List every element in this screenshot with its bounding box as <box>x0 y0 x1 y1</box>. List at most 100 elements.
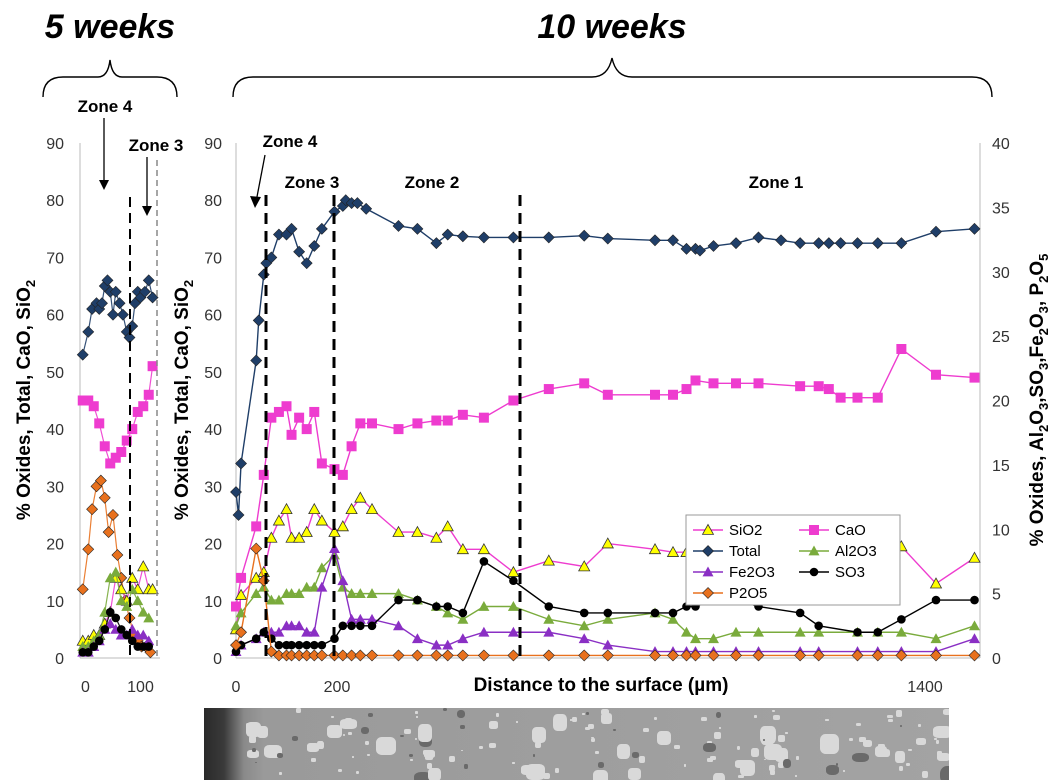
main-point-Total <box>649 234 661 247</box>
small-point-SO3 <box>144 642 154 651</box>
main-point-Total <box>930 225 942 238</box>
micrograph-grain <box>512 761 516 765</box>
main-point-P2O5 <box>649 649 661 662</box>
main-point-Al2O3 <box>813 626 825 637</box>
main-zone2-label: Zone 2 <box>405 173 460 192</box>
main-point-SiO2 <box>354 491 367 503</box>
micrograph-grain <box>763 739 766 742</box>
micrograph-grain <box>713 773 726 780</box>
micrograph-grain <box>940 765 949 780</box>
micrograph-grain <box>795 775 798 777</box>
legend-marker-Al2O3 <box>808 545 820 556</box>
small-point-CaO <box>132 406 143 417</box>
small-point-Total <box>113 297 126 310</box>
micrograph-grain <box>706 741 712 745</box>
micrograph-grain <box>932 725 949 739</box>
micrograph-grain <box>627 768 642 780</box>
main-point-SiO2 <box>477 542 491 555</box>
legend-label-SiO2: SiO2 <box>729 522 762 539</box>
main-point-P2O5 <box>250 542 263 555</box>
main-point-Al2O3 <box>895 626 907 637</box>
micrograph-grain <box>778 735 785 742</box>
micrograph-grain <box>624 753 628 757</box>
main-point-Al2O3 <box>753 626 764 637</box>
main-point-Total <box>871 237 884 250</box>
micrograph-grain <box>585 712 590 716</box>
small-point-Al2O3 <box>132 595 144 606</box>
brace-10-weeks <box>232 57 993 98</box>
micrograph-grain <box>317 740 325 749</box>
main-y-right-tick-10: 10 <box>992 522 1010 539</box>
main-point-SO3 <box>432 602 441 611</box>
small-point-Total <box>82 325 95 338</box>
micrograph-grain <box>796 756 800 760</box>
micrograph-grain <box>862 740 873 747</box>
main-point-CaO <box>508 395 519 406</box>
main-point-Fe2O3 <box>273 626 285 637</box>
micrograph-grain <box>376 736 396 755</box>
main-point-Al2O3 <box>730 626 742 637</box>
micrograph-grain <box>569 718 573 721</box>
main-point-CaO <box>355 418 366 429</box>
micrograph-grain <box>642 727 649 733</box>
micrograph-grain <box>740 760 755 777</box>
main-point-Total <box>441 228 454 241</box>
main-point-Al2O3 <box>578 620 590 631</box>
micrograph-grain <box>761 730 774 746</box>
main-y-right-tick-0: 0 <box>992 651 1001 668</box>
small-point-CaO <box>99 441 110 452</box>
main-y-right-tick-15: 15 <box>992 458 1010 475</box>
main-point-Total <box>667 234 679 247</box>
main-zone3-label: Zone 3 <box>285 173 340 192</box>
main-point-SO3 <box>367 621 377 631</box>
main-point-SiO2 <box>292 531 306 543</box>
main-point-CaO <box>731 378 741 389</box>
small-point-SiO2 <box>146 583 159 595</box>
main-point-Total <box>411 222 424 235</box>
main-point-P2O5 <box>235 626 247 639</box>
main-y-tick-80: 80 <box>204 193 222 210</box>
main-point-P2O5 <box>354 649 367 662</box>
main-point-Al2O3 <box>478 601 490 611</box>
main-point-Al2O3 <box>442 607 454 618</box>
small-point-Total <box>107 308 119 321</box>
small-point-Fe2O3 <box>104 618 116 629</box>
micrograph-grain <box>594 751 599 754</box>
micrograph-grain <box>246 723 252 730</box>
legend: SiO2 CaO Total Al2O3 Fe2O3 SO3 P2O5 <box>685 514 901 606</box>
micrograph-grain <box>426 763 433 769</box>
main-point-Al2O3 <box>708 633 719 644</box>
micrograph-grain <box>414 771 432 780</box>
main-point-CaO <box>236 572 247 583</box>
micrograph-grain <box>778 762 785 769</box>
main-point-P2O5 <box>968 649 981 662</box>
main-point-Total <box>775 234 787 247</box>
micrograph-grain <box>763 758 767 761</box>
micrograph-grain <box>533 734 541 741</box>
micrograph-grain <box>249 736 257 743</box>
main-point-CaO <box>931 369 941 380</box>
main-point-SO3 <box>603 608 613 618</box>
main-point-SO3 <box>294 640 304 650</box>
main-point-Fe2O3 <box>602 639 614 650</box>
micrograph-grain <box>414 738 418 741</box>
small-point-CaO <box>127 424 138 435</box>
main-point-P2O5 <box>667 649 679 662</box>
micrograph-grain <box>916 738 927 745</box>
legend-marker-SiO2 <box>701 523 715 535</box>
main-point-SiO2 <box>392 525 405 537</box>
main-point-P2O5 <box>230 639 242 652</box>
main-point-CaO <box>813 381 824 392</box>
main-point-Total <box>694 244 706 257</box>
micrograph-grain <box>820 733 839 754</box>
main-point-P2O5 <box>578 649 591 662</box>
micrograph-grain <box>256 725 268 738</box>
main-point-Al2O3 <box>316 562 328 573</box>
main-point-CaO <box>823 384 834 395</box>
micrograph-grain <box>703 743 716 753</box>
micrograph-grain <box>460 749 463 752</box>
main-point-CaO <box>231 601 241 612</box>
main-point-CaO <box>795 381 806 392</box>
main-point-Total <box>968 222 981 235</box>
small-zone4-label: Zone 4 <box>78 97 133 116</box>
